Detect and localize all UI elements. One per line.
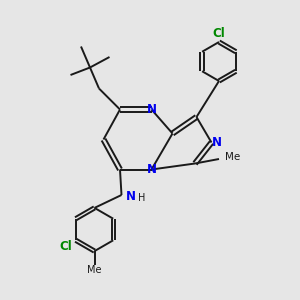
Text: N: N: [125, 190, 136, 203]
Text: Me: Me: [87, 265, 102, 275]
Text: Cl: Cl: [59, 239, 72, 253]
Text: N: N: [146, 163, 157, 176]
Text: H: H: [138, 193, 146, 203]
Text: Me: Me: [225, 152, 240, 163]
Text: Cl: Cl: [213, 27, 225, 40]
Text: N: N: [146, 103, 157, 116]
Text: N: N: [212, 136, 222, 149]
